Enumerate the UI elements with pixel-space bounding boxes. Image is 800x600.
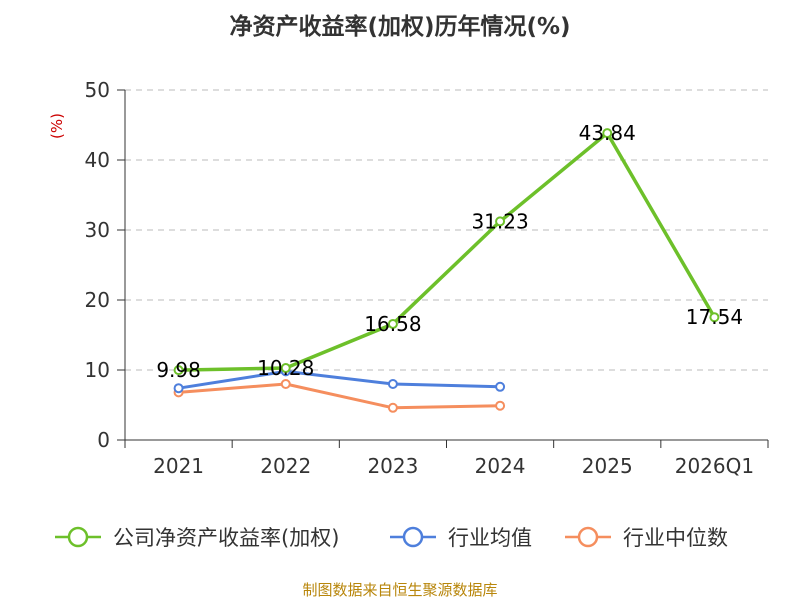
point-1-2021 xyxy=(173,383,184,394)
y-tick-label-10: 10 xyxy=(85,358,110,382)
series-line-2 xyxy=(177,382,502,410)
chart-title: 净资产收益率(加权)历年情况(%) xyxy=(229,13,570,40)
point-0-2026Q1 xyxy=(709,312,720,323)
data-label-2023: 16.58 xyxy=(364,312,421,336)
series-group xyxy=(173,128,720,413)
legend-label-2: 行业中位数 xyxy=(623,526,728,550)
data-label-2025: 43.84 xyxy=(579,121,636,145)
point-0-2022 xyxy=(280,363,291,374)
legend[interactable]: 公司净资产收益率(加权) 行业均值 行业中位数 xyxy=(55,526,728,550)
point-1-2023 xyxy=(387,379,398,389)
y-tick-label-30: 30 xyxy=(85,218,110,242)
x-tick-label-2023: 2023 xyxy=(367,454,418,478)
legend-label-1: 行业均值 xyxy=(448,526,532,550)
point-0-2024 xyxy=(495,216,506,227)
data-label-2021: 9.98 xyxy=(156,358,201,382)
axes xyxy=(124,90,768,441)
y-tick-label-0: 0 xyxy=(97,428,110,452)
point-2-2024 xyxy=(495,400,506,411)
y-tick-label-20: 20 xyxy=(85,288,110,312)
data-label-2026Q1: 17.54 xyxy=(686,305,743,329)
point-2-2023 xyxy=(387,402,398,413)
legend-marker-2 xyxy=(577,526,599,548)
y-tick-label-40: 40 xyxy=(85,148,110,172)
series-line-1 xyxy=(177,369,502,390)
y-tick-label-50: 50 xyxy=(85,78,110,102)
x-axis-ticks: 2021 2022 2023 2024 2025 2026Q1 xyxy=(124,440,769,478)
point-0-2021 xyxy=(173,365,184,376)
point-0-2023 xyxy=(387,318,398,329)
legend-marker-0 xyxy=(67,526,89,548)
x-tick-label-2026Q1: 2026Q1 xyxy=(675,454,754,478)
y-axis-unit: (%) xyxy=(48,113,66,139)
data-label-2022: 10.28 xyxy=(257,356,314,380)
legend-marker-1 xyxy=(402,526,424,548)
legend-label-0: 公司净资产收益率(加权) xyxy=(113,526,339,550)
data-label-2024: 31.23 xyxy=(471,209,528,233)
point-0-2025 xyxy=(602,128,613,139)
x-tick-label-2022: 2022 xyxy=(260,454,311,478)
source-note: 制图数据来自恒生聚源数据库 xyxy=(302,581,497,599)
y-axis-ticks: 0 10 20 30 40 50 xyxy=(85,78,125,452)
x-tick-label-2021: 2021 xyxy=(153,454,204,478)
series-line-0 xyxy=(176,131,717,372)
point-2-2022 xyxy=(280,379,291,389)
x-tick-label-2025: 2025 xyxy=(582,454,633,478)
data-labels: 9.98 10.28 16.58 31.23 43.84 17.54 xyxy=(156,121,743,382)
gridlines xyxy=(125,89,768,371)
point-1-2024 xyxy=(495,381,506,392)
x-tick-label-2024: 2024 xyxy=(475,454,526,478)
